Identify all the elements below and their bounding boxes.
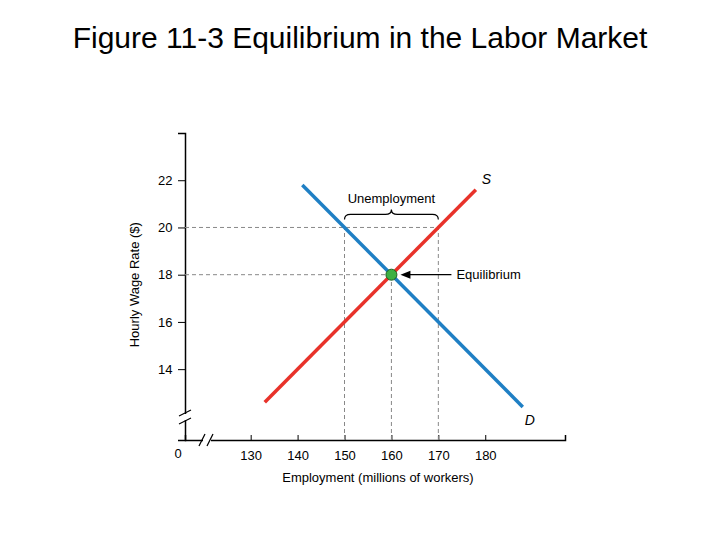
tick: 18: [158, 267, 185, 282]
equilibrium-arrow-head: [400, 271, 410, 279]
tick-label: 180: [475, 448, 497, 463]
tick-mark: [178, 275, 185, 276]
title-line: Figure 11-3 Equilibrium in the Labor Mar…: [73, 21, 648, 54]
tick-label: 22: [158, 173, 172, 188]
tick: 130: [240, 435, 262, 463]
y-axis: 14 16 18 20 22: [158, 134, 186, 441]
break-mark: [199, 434, 205, 446]
series-label: S: [482, 171, 492, 187]
break-mark: [179, 410, 191, 416]
tick-label: 18: [158, 267, 172, 282]
tick-mark: [178, 322, 185, 323]
wage-reference-line: [185, 227, 438, 228]
tick-mark: [298, 435, 299, 440]
tick: 22: [158, 173, 185, 188]
tick-label: 16: [158, 315, 172, 330]
equilibrium-label: Equilibrium: [456, 267, 520, 282]
break-mark: [207, 434, 213, 446]
tick-mark: [485, 435, 486, 440]
tick: 14: [158, 362, 185, 377]
plot-area: 130 140 150 160 170 180 14 16 18 20 22 0 Employment …: [127, 134, 566, 486]
equilibrium-arrow-shaft: [407, 274, 451, 275]
break-mark: [179, 418, 191, 424]
x-axis-title: Employment (millions of workers): [282, 470, 473, 485]
curve-1: [302, 185, 522, 407]
tick: 140: [287, 435, 309, 463]
equilibrium-wage-line: [185, 274, 391, 275]
chart-root: Figure 11-3 Equilibrium in the Labor Mar…: [0, 0, 720, 540]
tick-mark: [178, 369, 185, 370]
unemployment-brace: [345, 209, 439, 219]
tick: 16: [158, 315, 185, 330]
tick: 180: [475, 435, 497, 463]
equilibrium-point: [386, 269, 397, 280]
axis-breaks: [179, 410, 213, 446]
tick: 20: [158, 220, 185, 235]
chart-title: Figure 11-3 Equilibrium in the Labor Mar…: [73, 21, 648, 54]
equilibrium-employment-line: [391, 275, 392, 440]
tick-mark: [251, 435, 252, 440]
axis-line: [178, 134, 186, 441]
tick-label: 140: [287, 448, 309, 463]
tick-label: 130: [240, 448, 262, 463]
tick-label: 170: [428, 448, 450, 463]
unemployment-label: Unemployment: [348, 191, 436, 206]
tick-label: 14: [158, 362, 172, 377]
axis-line: [186, 435, 566, 441]
origin-label: 0: [174, 446, 181, 461]
supply-reference-line: [438, 227, 439, 440]
y-axis-title: Hourly Wage Rate ($): [127, 222, 142, 347]
marks: [185, 185, 523, 440]
demand-reference-line: [344, 227, 345, 440]
tick-label: 160: [381, 448, 403, 463]
tick-mark: [178, 180, 185, 181]
annotations: S D Unemployment Equilibrium: [345, 171, 535, 428]
tick-label: 150: [334, 448, 356, 463]
tick-label: 20: [158, 220, 172, 235]
series-label: D: [525, 412, 535, 428]
curve-0: [265, 190, 476, 403]
tick-mark: [178, 227, 185, 228]
x-axis: 130 140 150 160 170 180: [186, 435, 566, 463]
